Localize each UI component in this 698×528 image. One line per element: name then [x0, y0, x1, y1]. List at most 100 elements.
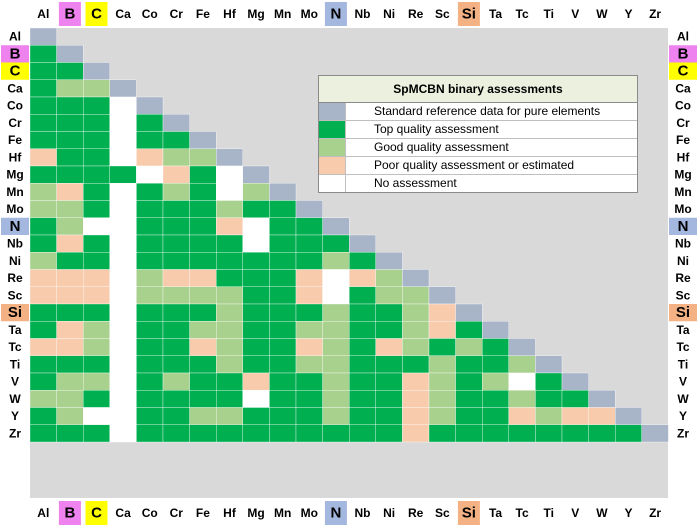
col-label-top-C-highlight — [85, 2, 108, 26]
cell-N-Mn — [269, 217, 297, 236]
cell-Y-C — [83, 407, 110, 425]
cell-V-Mo — [295, 372, 323, 391]
col-label-top-Zr: Zr — [649, 7, 661, 21]
cell-Y-Mo — [295, 407, 323, 425]
cell-Sc-N — [322, 286, 350, 305]
row-label-left-Si: Si — [8, 304, 22, 321]
cell-Mo-Mg — [242, 200, 270, 218]
cell-Si-Co — [136, 303, 164, 322]
cell-Ti-Ca — [109, 355, 137, 374]
cell-Ni-Nb — [349, 252, 376, 270]
cell-Zr-Nb — [349, 424, 376, 443]
row-label-left-C: C — [10, 63, 21, 80]
cell-Ti-Ti — [535, 355, 563, 374]
cell-W-Mo — [295, 390, 323, 408]
cell-Mn-C — [83, 183, 110, 201]
cell-Mg-Mg — [242, 165, 270, 184]
cell-Ti-Fe — [189, 355, 217, 374]
cell-Sc-C — [83, 286, 110, 305]
legend-rows: Standard reference data for pure element… — [319, 103, 637, 192]
cell-V-Cr — [162, 372, 190, 391]
legend-item: No assessment — [319, 175, 637, 192]
cell-W-Tc — [508, 390, 536, 408]
col-label-bottom-Co: Co — [142, 506, 158, 520]
cell-Ti-Mo — [295, 355, 323, 374]
cell-Cr-B — [56, 114, 84, 132]
row-label-right-V: V — [679, 375, 687, 389]
row-label-right-Hf: Hf — [677, 150, 691, 164]
cell-Fe-Ca — [109, 131, 137, 149]
cell-Ta-Mo — [295, 321, 323, 339]
cell-W-Nb — [349, 390, 376, 408]
cell-W-Cr — [162, 390, 190, 408]
row-label-left-Al: Al — [9, 30, 21, 44]
cell-Co-B — [56, 96, 84, 115]
cell-V-Si — [455, 372, 483, 391]
cell-Zr-Hf — [216, 424, 243, 443]
col-label-top-Sc: Sc — [435, 7, 450, 21]
col-label-top-W: W — [596, 7, 608, 21]
cell-Re-Co — [136, 269, 164, 287]
row-label-right-Tc: Tc — [676, 340, 689, 354]
cell-V-Re — [402, 372, 430, 391]
cell-Si-B — [56, 303, 84, 322]
col-label-bottom-Tc: Tc — [516, 506, 529, 520]
row-label-right-Y: Y — [679, 409, 687, 423]
col-label-bottom-Mg: Mg — [247, 506, 264, 520]
cell-Ni-Mg — [242, 252, 270, 270]
cell-W-C — [83, 390, 110, 408]
cell-Tc-N — [322, 338, 350, 356]
cell-Nb-Cr — [162, 234, 190, 253]
cell-W-B — [56, 390, 84, 408]
cell-Tc-Mo — [295, 338, 323, 356]
cell-Co-Co — [136, 96, 164, 115]
cell-Tc-Co — [136, 338, 164, 356]
cell-Hf-Hf — [216, 148, 243, 167]
cell-Mg-Hf — [216, 165, 243, 184]
row-label-left-C-highlight — [1, 62, 29, 80]
cell-N-Ca — [109, 217, 137, 236]
cell-Re-Cr — [162, 269, 190, 287]
cell-N-Co — [136, 217, 164, 236]
col-label-top-Co: Co — [142, 7, 158, 21]
cell-Hf-Ca — [109, 148, 137, 167]
legend-label: Top quality assessment — [374, 122, 499, 136]
cell-Y-Ti — [535, 407, 563, 425]
cell-Co-Ca — [109, 96, 137, 115]
cell-Si-C — [83, 303, 110, 322]
cell-V-Ti — [535, 372, 563, 391]
cell-Ni-B — [56, 252, 84, 270]
cell-Zr-Ti — [535, 424, 563, 443]
cell-W-W — [588, 390, 616, 408]
cell-Fe-B — [56, 131, 84, 149]
cell-Ti-Cr — [162, 355, 190, 374]
cell-V-Fe — [189, 372, 217, 391]
row-label-left-B-highlight — [1, 45, 29, 63]
cell-Y-Cr — [162, 407, 190, 425]
cell-Hf-B — [56, 148, 84, 167]
cell-Zr-V — [561, 424, 589, 443]
col-label-bottom-Re: Re — [408, 506, 424, 520]
cell-Zr-Al — [29, 424, 57, 443]
cell-Tc-Tc — [508, 338, 536, 356]
cell-C-Al — [29, 62, 57, 80]
cell-Zr-Y — [615, 424, 642, 443]
cell-Sc-Sc — [428, 286, 456, 305]
row-label-left-N: N — [10, 218, 21, 235]
cell-Zr-Fe — [189, 424, 217, 443]
col-label-top-Mg: Mg — [247, 7, 264, 21]
cell-Ta-Al — [29, 321, 57, 339]
cell-W-Ta — [482, 390, 509, 408]
cell-Nb-Mn — [269, 234, 297, 253]
col-label-bottom-Y: Y — [624, 506, 632, 520]
cell-Si-Al — [29, 303, 57, 322]
row-label-left-Zr: Zr — [9, 426, 21, 440]
col-label-bottom-B-highlight — [58, 501, 81, 525]
cell-Zr-Zr — [641, 424, 669, 443]
cell-Mn-Hf — [216, 183, 243, 201]
cell-Ta-Mn — [269, 321, 297, 339]
row-label-right-B: B — [678, 45, 689, 62]
cell-V-Sc — [428, 372, 456, 391]
row-label-left-Mo: Mo — [6, 202, 23, 216]
